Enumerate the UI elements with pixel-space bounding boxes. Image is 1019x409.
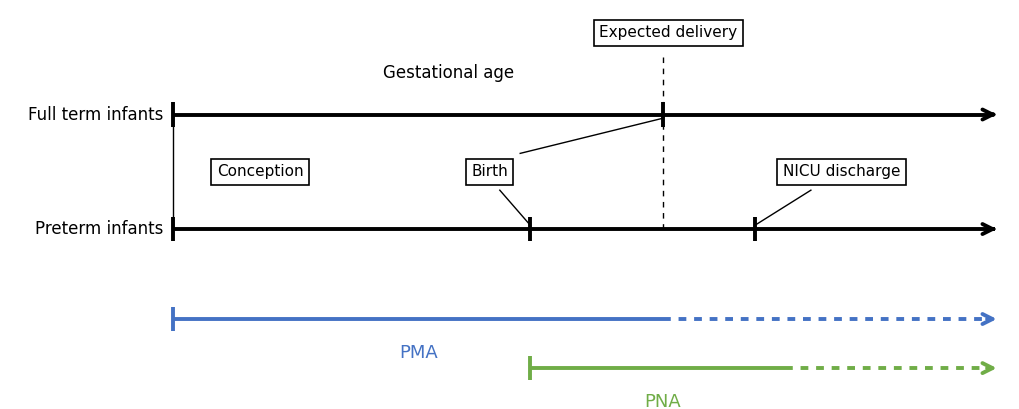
- Text: PNA: PNA: [644, 393, 681, 409]
- Text: Expected delivery: Expected delivery: [598, 25, 737, 40]
- Text: NICU discharge: NICU discharge: [782, 164, 900, 179]
- Text: PMA: PMA: [398, 344, 437, 362]
- Text: Preterm infants: Preterm infants: [35, 220, 163, 238]
- Text: Conception: Conception: [217, 164, 303, 179]
- Text: Gestational age: Gestational age: [383, 64, 514, 82]
- Text: Birth: Birth: [471, 164, 507, 179]
- Text: Full term infants: Full term infants: [28, 106, 163, 124]
